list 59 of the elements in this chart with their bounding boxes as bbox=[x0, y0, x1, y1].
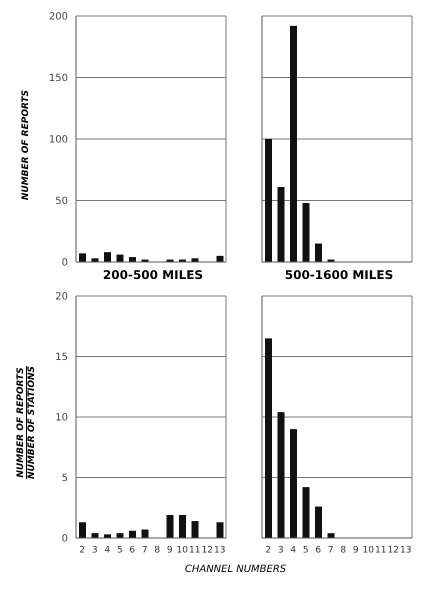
y-tick-label: 150 bbox=[48, 73, 68, 84]
x-tick-label: 3 bbox=[92, 545, 98, 556]
y-axis-title: NUMBER OF REPORTS NUMBER OF STATIONS bbox=[16, 366, 37, 478]
bar bbox=[315, 506, 322, 538]
x-tick-label: 8 bbox=[154, 545, 160, 556]
text: 200-500 MILES bbox=[102, 268, 204, 282]
x-tick-label: 12 bbox=[202, 545, 213, 556]
y-tick-label: 10 bbox=[55, 412, 68, 424]
bar bbox=[278, 412, 284, 538]
x-tick-label: 11 bbox=[375, 545, 386, 556]
bar bbox=[290, 26, 297, 262]
bar bbox=[129, 530, 136, 538]
x-tick-label: 3 bbox=[278, 545, 284, 556]
bar bbox=[192, 521, 198, 538]
bar bbox=[265, 139, 272, 262]
x-tick-label: 4 bbox=[104, 545, 110, 556]
bar bbox=[315, 244, 322, 262]
y-tick-label: 50 bbox=[55, 196, 68, 208]
bar bbox=[179, 515, 186, 538]
y-tick-label: 0 bbox=[62, 258, 68, 269]
bar bbox=[92, 533, 98, 538]
x-tick-label: 9 bbox=[352, 545, 359, 556]
x-tick-label: 5 bbox=[302, 545, 309, 556]
y-tick-label: 20 bbox=[55, 292, 68, 303]
x-tick-label: 2 bbox=[79, 545, 86, 556]
x-tick-label: 8 bbox=[340, 545, 346, 556]
bar bbox=[216, 522, 224, 538]
bar bbox=[142, 530, 148, 538]
y-tick-label: 200 bbox=[48, 12, 68, 23]
x-axis-title: CHANNEL NUMBERS bbox=[184, 564, 288, 575]
x-tick-label: 10 bbox=[362, 545, 374, 556]
bar bbox=[265, 338, 272, 538]
x-tick-label: 9 bbox=[166, 545, 173, 556]
x-tick-label: 7 bbox=[142, 545, 148, 556]
x-tick-label: 6 bbox=[315, 545, 322, 556]
bar bbox=[278, 186, 284, 262]
y-tick-label: 0 bbox=[62, 534, 68, 545]
x-tick-label: 5 bbox=[116, 545, 123, 556]
y-tick-label: 100 bbox=[48, 134, 68, 146]
text: 500-1600 MILES bbox=[284, 268, 394, 282]
x-tick-label: 6 bbox=[129, 545, 136, 556]
bar bbox=[302, 487, 310, 538]
x-tick-label: 12 bbox=[388, 545, 399, 556]
y-axis-title: NUMBER OF REPORTS bbox=[21, 90, 31, 200]
x-tick-label: 7 bbox=[328, 545, 334, 556]
bar bbox=[302, 202, 310, 262]
bar bbox=[328, 533, 334, 538]
x-tick-label: 4 bbox=[290, 545, 296, 556]
x-tick-label: 13 bbox=[214, 545, 226, 556]
x-tick-label: 11 bbox=[189, 545, 200, 556]
x-tick-label: 10 bbox=[176, 545, 188, 556]
y-tick-label: 5 bbox=[62, 473, 68, 484]
bar bbox=[166, 515, 174, 538]
x-tick-label: 13 bbox=[400, 545, 412, 556]
bar bbox=[79, 522, 86, 538]
bar bbox=[290, 429, 297, 538]
x-tick-label: 2 bbox=[265, 545, 272, 556]
y-tick-label: 15 bbox=[55, 352, 68, 364]
bar bbox=[116, 533, 124, 538]
